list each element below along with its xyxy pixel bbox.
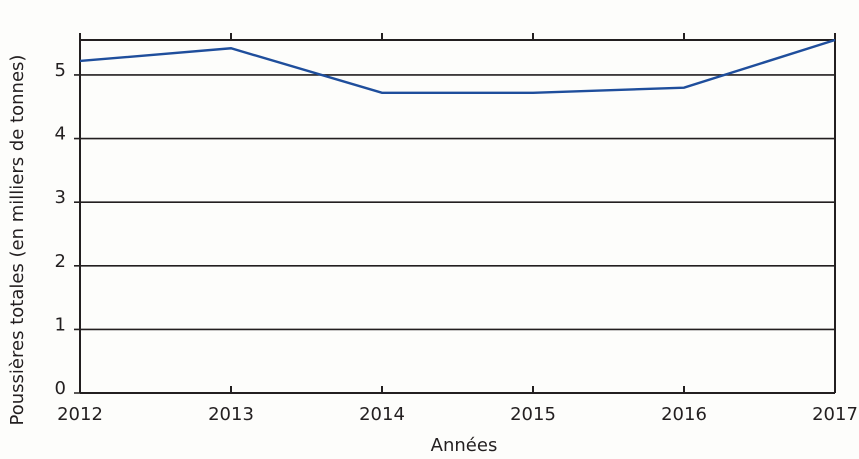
x-tick-label: 2012 [57, 404, 103, 425]
y-tick-label: 0 [55, 378, 66, 399]
x-tick-label: 2017 [812, 404, 858, 425]
y-tick-label: 3 [55, 187, 66, 208]
x-tick-label: 2014 [359, 404, 405, 425]
x-tick-label: 2016 [661, 404, 707, 425]
line-series [79, 38, 836, 94]
y-tick-label: 5 [55, 60, 66, 81]
x-tick-label: 2013 [208, 404, 254, 425]
x-axis-label: Années [431, 435, 498, 456]
x-tick-label: 2015 [510, 404, 556, 425]
y-axis-label: Poussières totales (en milliers de tonne… [7, 55, 28, 426]
y-tick-label: 1 [55, 314, 66, 335]
y-tick-label: 4 [55, 124, 66, 145]
y-tick-label: 2 [55, 251, 66, 272]
